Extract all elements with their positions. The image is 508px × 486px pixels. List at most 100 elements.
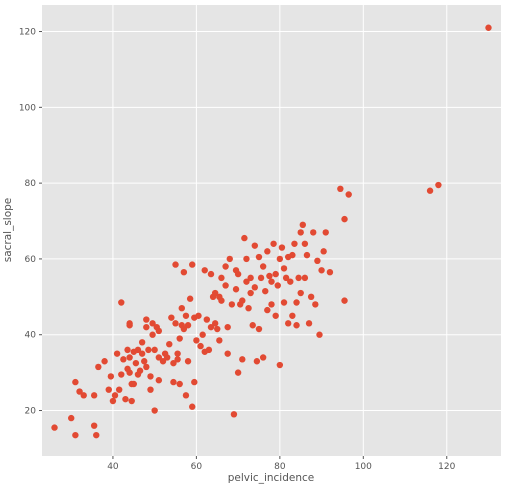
data-point: [182, 392, 190, 399]
data-point: [172, 320, 179, 327]
data-point: [270, 240, 277, 247]
y-tick-label: 80: [25, 179, 37, 189]
data-point: [149, 320, 156, 327]
data-point: [191, 378, 198, 386]
data-point: [247, 289, 254, 297]
data-point: [293, 322, 300, 329]
data-point: [72, 378, 79, 386]
data-point: [170, 359, 177, 367]
data-point: [341, 297, 348, 304]
data-point: [126, 354, 133, 361]
data-point: [226, 255, 233, 263]
data-point: [211, 320, 219, 327]
y-tick-label: 100: [19, 103, 36, 113]
data-point: [115, 386, 123, 393]
data-point: [301, 240, 309, 247]
data-point: [243, 255, 250, 263]
data-point: [145, 346, 152, 354]
data-point: [320, 248, 327, 255]
data-point: [138, 339, 146, 346]
data-point: [257, 274, 265, 282]
x-tick-label: 40: [107, 462, 119, 472]
x-tick-label: 120: [438, 462, 455, 472]
y-axis-label: sacral_slope: [2, 198, 14, 263]
data-point: [307, 293, 315, 301]
data-point: [282, 274, 290, 282]
data-point: [262, 287, 269, 295]
data-point: [303, 251, 311, 259]
data-point: [189, 261, 196, 268]
data-point: [168, 314, 175, 321]
data-point: [239, 356, 246, 363]
data-point: [297, 289, 304, 297]
data-point: [234, 369, 242, 376]
data-point: [337, 185, 344, 193]
grid-lines: [42, 5, 501, 456]
data-point: [272, 312, 279, 319]
data-point: [318, 267, 325, 274]
data-point: [118, 371, 125, 378]
data-point: [276, 361, 284, 369]
plot-area: [42, 5, 501, 456]
data-point: [205, 346, 213, 354]
data-point: [159, 358, 167, 365]
data-point: [124, 346, 131, 354]
data-point: [326, 268, 334, 276]
data-point: [224, 323, 231, 331]
data-point: [268, 301, 275, 308]
data-point: [435, 181, 442, 189]
data-point: [243, 278, 250, 285]
data-point: [301, 274, 309, 282]
data-point: [174, 356, 181, 363]
data-point: [151, 346, 158, 354]
x-tick-label: 100: [355, 462, 372, 472]
data-point: [276, 255, 284, 263]
data-point: [259, 354, 267, 361]
data-point: [126, 369, 133, 376]
data-point: [280, 299, 288, 306]
data-point: [193, 337, 200, 344]
data-point: [93, 431, 100, 439]
data-point: [295, 274, 302, 282]
data-point: [218, 297, 225, 304]
data-point: [289, 312, 296, 319]
data-point: [143, 363, 150, 371]
data-point: [222, 263, 229, 270]
data-point: [101, 358, 108, 365]
data-point: [284, 320, 292, 327]
data-point: [316, 331, 323, 338]
y-tick-label: 20: [25, 407, 37, 417]
y-axis-ticks: 20 40 60 80 100 120: [19, 28, 42, 417]
data-point: [264, 248, 271, 255]
data-point: [259, 263, 267, 270]
data-point: [163, 354, 171, 361]
data-point: [280, 265, 288, 272]
data-point: [174, 350, 181, 357]
data-point: [253, 358, 261, 365]
data-point: [251, 242, 259, 249]
data-point: [287, 278, 294, 285]
data-point: [51, 424, 58, 431]
data-point: [176, 380, 183, 388]
data-point: [147, 373, 154, 380]
data-point: [189, 403, 196, 410]
data-point: [255, 253, 263, 261]
data-point: [76, 388, 83, 395]
y-tick-label: 60: [25, 255, 37, 265]
data-point: [249, 322, 256, 329]
data-point: [111, 392, 119, 399]
data-point: [176, 335, 183, 342]
data-point: [143, 323, 150, 331]
x-tick-label: 80: [274, 462, 286, 472]
data-point: [155, 377, 163, 384]
data-point: [151, 407, 158, 414]
x-tick-label: 60: [191, 462, 203, 472]
data-point: [264, 306, 271, 314]
data-point: [141, 358, 148, 365]
data-point: [130, 380, 137, 388]
data-point: [255, 325, 263, 333]
data-point: [291, 240, 298, 247]
data-point: [214, 325, 221, 333]
data-point: [272, 270, 279, 278]
